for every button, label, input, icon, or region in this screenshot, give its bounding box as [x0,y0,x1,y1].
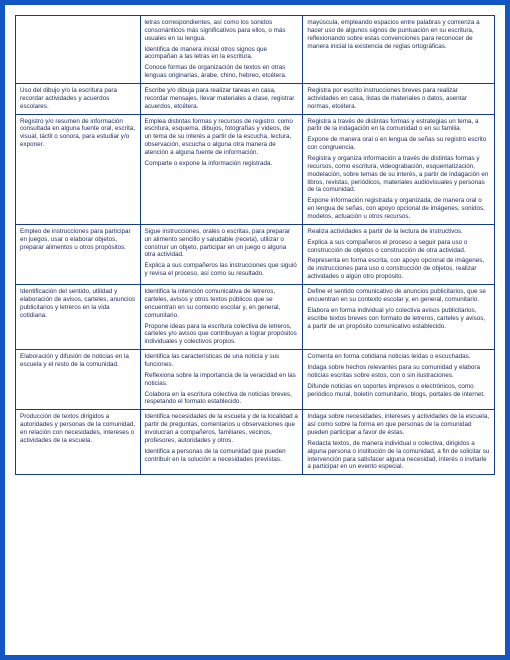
cell-col2: Escribe y/o dibuja para realizar tareas … [140,84,303,115]
cell-paragraph: Registro y/o resumen de información cons… [20,118,136,149]
cell-col3: Registra por escrito instrucciones breve… [303,84,495,115]
cell-paragraph: Registra por escrito instrucciones breve… [307,87,490,111]
table-row: Elaboración y difusión de noticias en la… [16,350,495,410]
cell-paragraph: Conoce formas de organización de textos … [145,64,299,80]
cell-col3: Define el sentido comunicativo de anunci… [303,285,495,350]
cell-col2: letras correspondientes, así como los so… [140,16,303,84]
cell-paragraph: Empleo de instrucciones para participar … [20,228,136,252]
cell-col1: Elaboración y difusión de noticias en la… [16,350,141,410]
cell-paragraph: Realiza actividades a partir de la lectu… [307,228,490,236]
table-row: Registro y/o resumen de información cons… [16,114,495,224]
cell-paragraph: Propone ideas para la escritura colectiv… [145,323,299,347]
cell-col1 [16,16,141,84]
cell-paragraph: Identifica las características de una no… [145,353,299,369]
cell-paragraph: Explica a sus compañeros las instruccion… [145,262,299,278]
table-row: Uso del dibujo y/o la escritura para rec… [16,84,495,115]
cell-col3: Realiza actividades a partir de la lectu… [303,224,495,284]
cell-paragraph: Expone de manera oral o en lengua de señ… [307,136,490,152]
cell-paragraph: Identifica la intención comunicativa de … [145,288,299,319]
cell-paragraph: Explica a sus compañeros el proceso a se… [307,239,490,255]
cell-paragraph: Comparte o expone la información registr… [145,160,299,168]
cell-paragraph: Comenta en forma cotidiana noticias leíd… [307,353,490,361]
cell-paragraph: Representa en forma escrita, con apoyo o… [307,257,490,281]
cell-paragraph: Escribe y/o dibuja para realizar tareas … [145,87,299,111]
cell-col3: Comenta en forma cotidiana noticias leíd… [303,350,495,410]
cell-paragraph: Sigue instrucciones, orales o escritas, … [145,228,299,259]
cell-col1: Identificación del sentido, utilidad y e… [16,285,141,350]
cell-paragraph: mayúscula, empleando espacios entre pala… [307,19,490,50]
cell-col1: Producción de textos dirigidos a autorid… [16,410,141,475]
cell-col3: Registra a través de distintas formas y … [303,114,495,224]
cell-paragraph: Identifica necesidades de la escuela y d… [145,413,299,444]
cell-paragraph: Emplea distintas formas y recursos de re… [145,118,299,157]
cell-paragraph: letras correspondientes, así como los so… [145,19,299,43]
cell-paragraph: Expone información registrada y organiza… [307,197,490,221]
table-row: Identificación del sentido, utilidad y e… [16,285,495,350]
cell-paragraph: Define el sentido comunicativo de anunci… [307,288,490,304]
cell-col2: Emplea distintas formas y recursos de re… [140,114,303,224]
cell-paragraph: Identifica de manera inicial otros signo… [145,46,299,62]
cell-col1: Registro y/o resumen de información cons… [16,114,141,224]
cell-col2: Sigue instrucciones, orales o escritas, … [140,224,303,284]
cell-paragraph: Indaga sobre necesidades, intereses y ac… [307,413,490,437]
cell-col1: Uso del dibujo y/o la escritura para rec… [16,84,141,115]
cell-paragraph: Indaga sobre hechos relevantes para su c… [307,364,490,380]
cell-paragraph: Colabora en la escritura colectiva de no… [145,391,299,407]
cell-paragraph: Identifica a personas de la comunidad qu… [145,448,299,464]
cell-col2: Identifica la intención comunicativa de … [140,285,303,350]
cell-paragraph: Difunde noticias en soportes impresos o … [307,383,490,399]
cell-paragraph: Registra y organiza información a través… [307,155,490,194]
cell-paragraph: Registra a través de distintas formas y … [307,118,490,134]
cell-paragraph: Redacta textos, de manera individual o c… [307,440,490,471]
table-row: Empleo de instrucciones para participar … [16,224,495,284]
cell-col2: Identifica las características de una no… [140,350,303,410]
cell-paragraph: Elaboración y difusión de noticias en la… [20,353,136,369]
cell-col3: Indaga sobre necesidades, intereses y ac… [303,410,495,475]
cell-paragraph: Identificación del sentido, utilidad y e… [20,288,136,319]
cell-col2: Identifica necesidades de la escuela y d… [140,410,303,475]
cell-col1: Empleo de instrucciones para participar … [16,224,141,284]
table-row: Producción de textos dirigidos a autorid… [16,410,495,475]
cell-paragraph: Reflexiona sobre la importancia de la ve… [145,372,299,388]
cell-paragraph: Producción de textos dirigidos a autorid… [20,413,136,444]
cell-paragraph: Uso del dibujo y/o la escritura para rec… [20,87,136,111]
cell-col3: mayúscula, empleando espacios entre pala… [303,16,495,84]
cell-paragraph: Elabora en forma individual y/o colectiv… [307,307,490,331]
curriculum-table: letras correspondientes, así como los so… [15,15,495,475]
table-row: letras correspondientes, así como los so… [16,16,495,84]
